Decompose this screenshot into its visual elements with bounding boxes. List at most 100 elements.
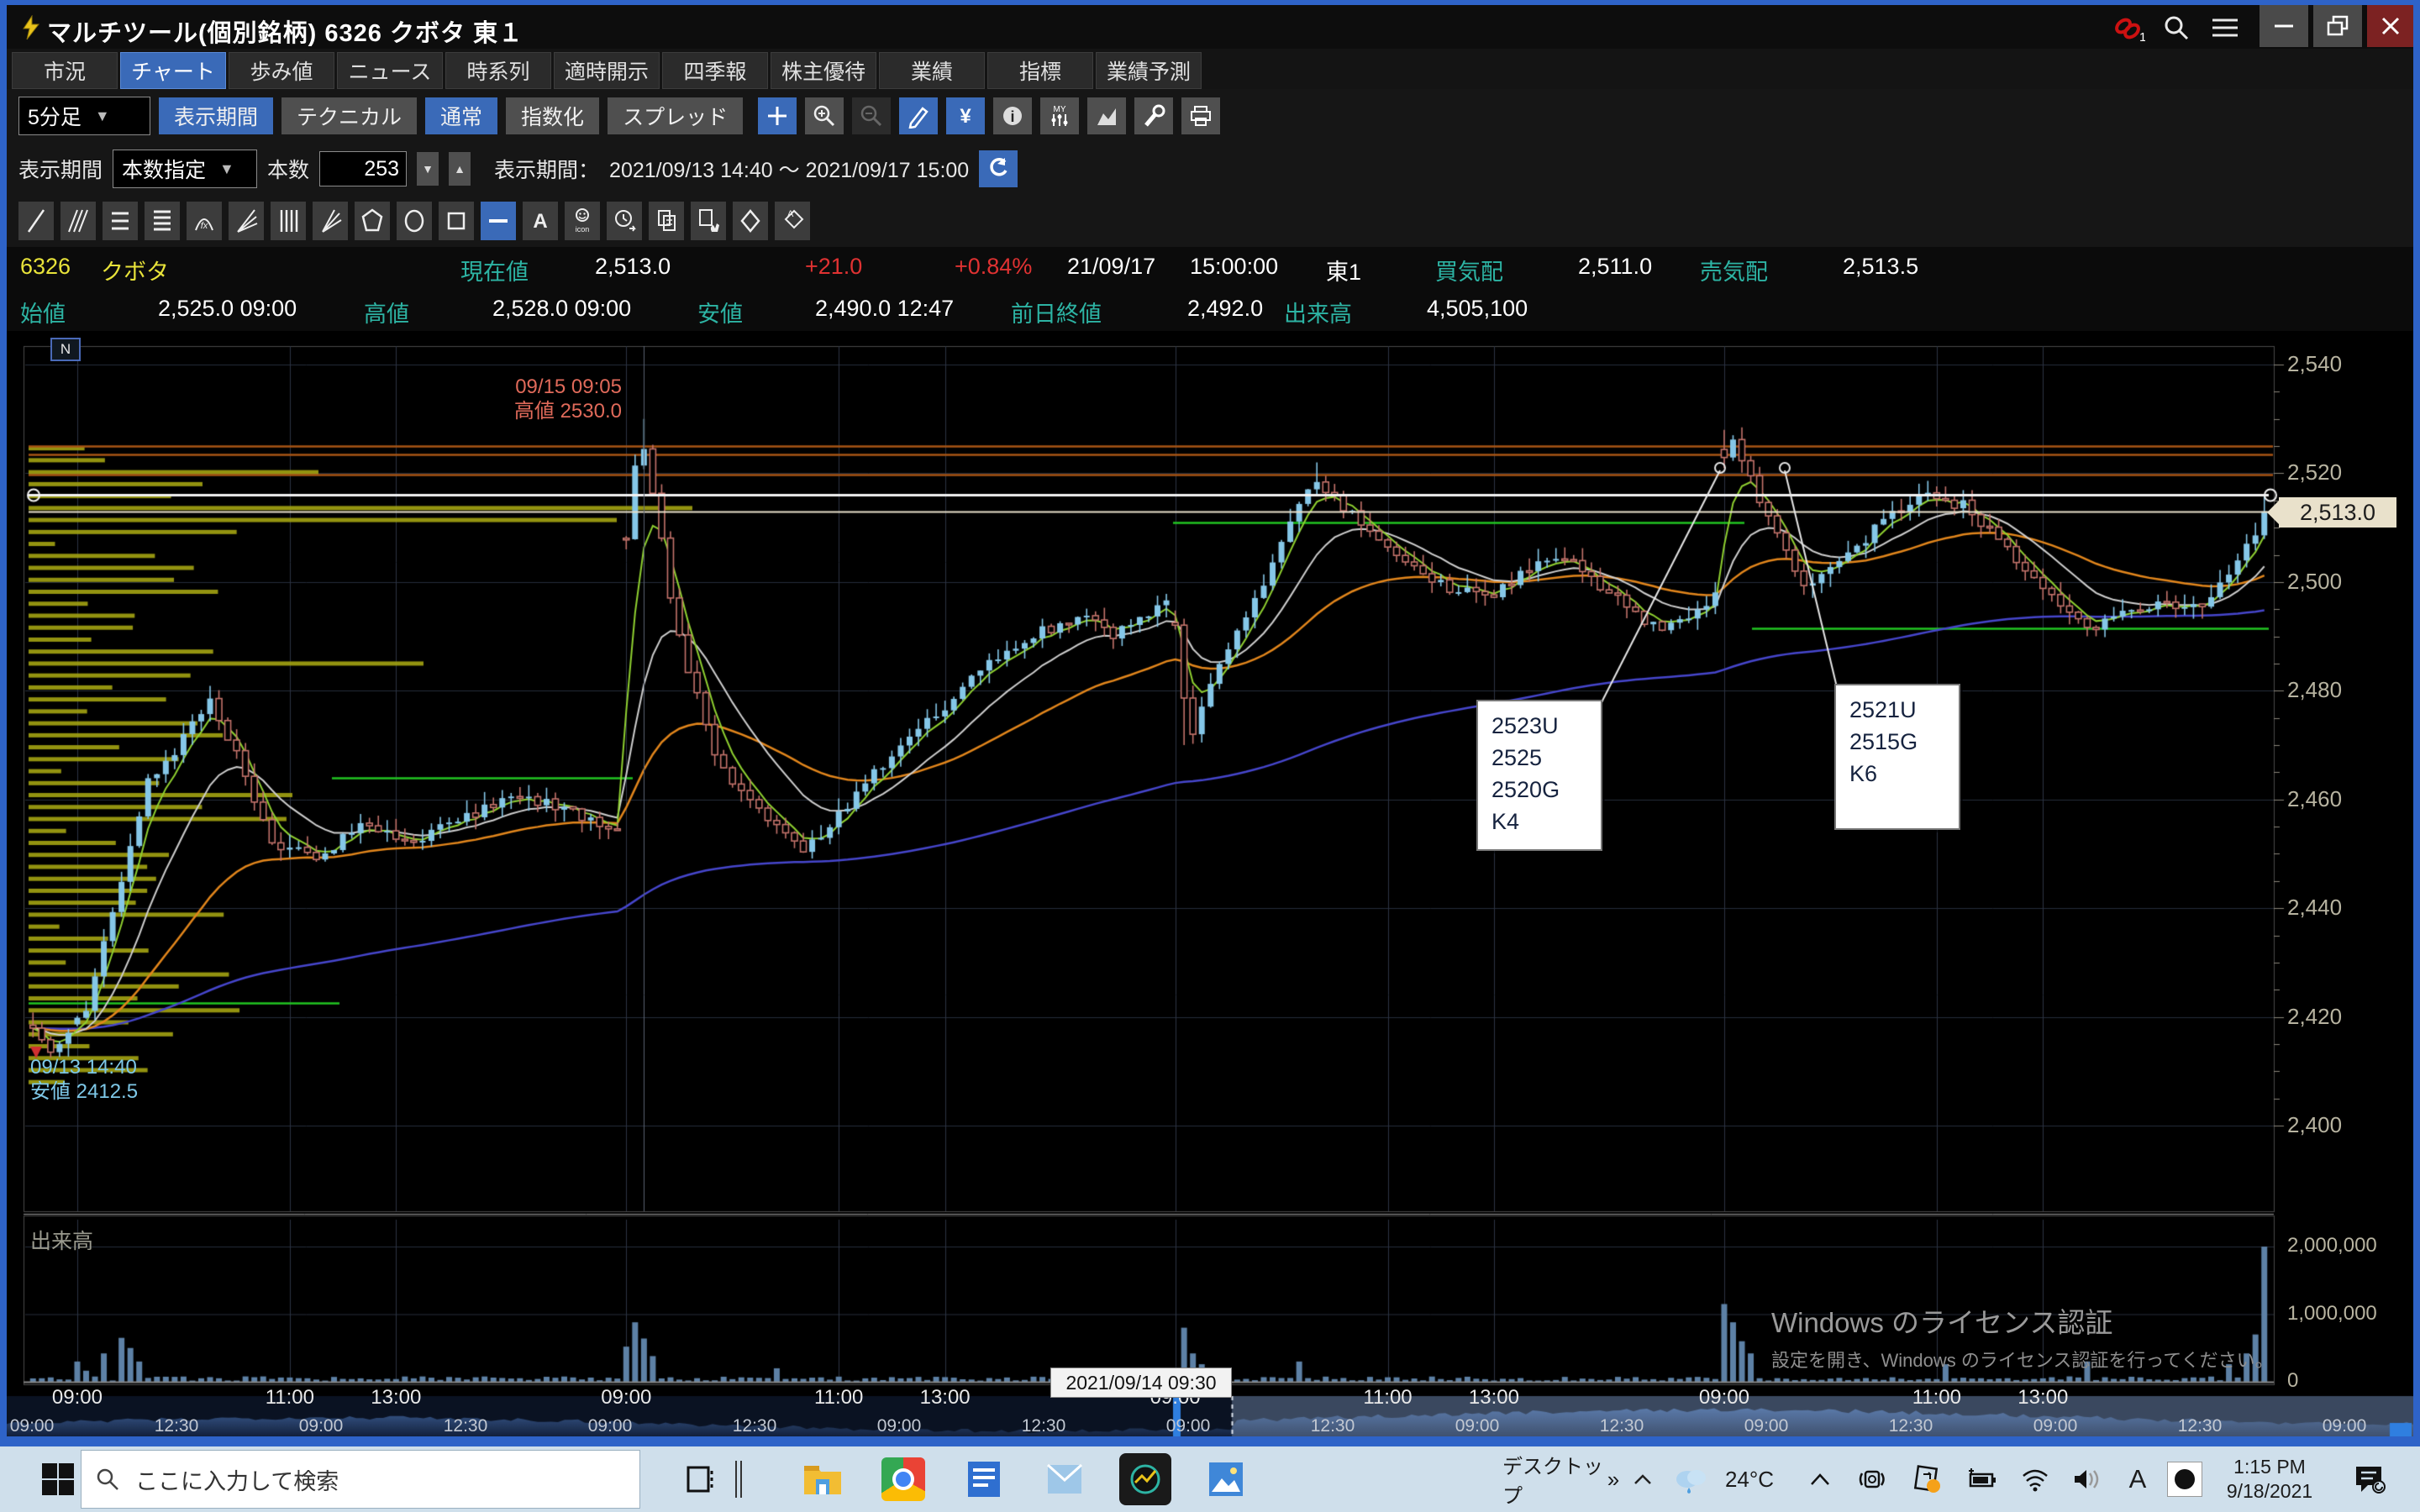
tab-7[interactable]: 株主優待 (771, 52, 876, 89)
chrome-icon[interactable] (881, 1457, 926, 1502)
area-chart-icon[interactable] (1087, 97, 1127, 134)
zoom-out-icon[interactable] (852, 97, 892, 134)
close-button[interactable] (2367, 5, 2413, 47)
trend-line-tool[interactable] (18, 202, 54, 240)
toolbar-button-4[interactable]: スプレッド (608, 97, 744, 134)
restore-button[interactable] (2313, 5, 2362, 47)
hatch-line-tool[interactable] (60, 202, 96, 240)
tab-3[interactable]: ニュース (337, 52, 443, 89)
range-label: 表示期間： (494, 159, 600, 182)
three-lines-tool[interactable] (103, 202, 138, 240)
stock-name: クボタ (101, 260, 169, 285)
task-view-button[interactable] (677, 1457, 723, 1502)
link-group-icon[interactable]: 1 (2112, 12, 2145, 44)
four-lines-tool[interactable] (145, 202, 180, 240)
time-marker-tool[interactable] (607, 202, 642, 240)
info-icon[interactable]: i (993, 97, 1033, 134)
weather-icon[interactable] (1669, 1446, 1712, 1512)
tray-ime-mode-a[interactable]: A (2128, 1464, 2147, 1494)
fibonacci-arc-tool[interactable]: fx (187, 202, 222, 240)
windows-start-button[interactable] (35, 1457, 81, 1502)
horizontal-line-tool[interactable] (481, 202, 516, 240)
range-value: 2021/09/13 14:40 ～ 2021/09/17 15:00 (609, 159, 970, 182)
toolbar-button-2[interactable]: 通常 (425, 97, 498, 134)
desktop-chevron-icon[interactable] (1628, 1446, 1657, 1512)
hand-page-tool[interactable] (691, 202, 726, 240)
icon-stamp-tool[interactable]: icon (565, 202, 600, 240)
text-tool[interactable]: A (523, 202, 558, 240)
toolbar-button-3[interactable]: 指数化 (506, 97, 600, 134)
document-app-icon[interactable] (961, 1457, 1007, 1502)
volume-value: 4,505,100 (1427, 296, 1528, 321)
change-percent: +0.84% (955, 254, 1033, 279)
tray-hidden-icons-chevron[interactable] (1803, 1446, 1837, 1512)
tab-9[interactable]: 指標 (987, 52, 1093, 89)
tray-battery-icon[interactable] (1963, 1446, 2000, 1512)
my-settings-icon[interactable]: MY (1040, 97, 1080, 134)
erase-all-tool[interactable]: A (775, 202, 810, 240)
reset-range-button[interactable] (979, 150, 1018, 187)
change-value: +21.0 (805, 254, 863, 279)
minimize-button[interactable] (2260, 5, 2308, 47)
tab-5[interactable]: 適時開示 (554, 52, 660, 89)
ellipse-tool[interactable] (397, 202, 432, 240)
tab-4[interactable]: 時系列 (445, 52, 551, 89)
menu-hamburger-icon[interactable] (2208, 12, 2242, 44)
window-frame-right[interactable] (2413, 0, 2420, 1441)
copy-pages-tool[interactable] (649, 202, 684, 240)
crosshair-plus-icon[interactable] (758, 97, 797, 134)
search-icon[interactable] (2160, 12, 2193, 44)
open-value: 2,525.0 09:00 (158, 296, 297, 321)
tray-speaker-icon[interactable] (2069, 1446, 2106, 1512)
ask-label: 売気配 (1700, 260, 1768, 285)
pencil-icon[interactable] (899, 97, 939, 134)
file-explorer-icon[interactable] (800, 1457, 845, 1502)
action-center-icon[interactable] (2348, 1446, 2391, 1512)
taskbar-search-input[interactable]: ここに入力して検索 (81, 1450, 640, 1509)
tab-10[interactable]: 業績予測 (1096, 52, 1202, 89)
svg-text:¥: ¥ (960, 105, 971, 128)
open-label: 始値 (20, 302, 66, 327)
tab-0[interactable]: 市況 (12, 52, 118, 89)
zoom-in-icon[interactable] (805, 97, 844, 134)
high-label: 高値 (364, 302, 409, 327)
rectangle-tool[interactable] (439, 202, 474, 240)
pentagon-tool[interactable] (355, 202, 390, 240)
tab-2[interactable]: 歩み値 (229, 52, 334, 89)
photos-app-icon[interactable] (1203, 1457, 1249, 1502)
print-icon[interactable] (1181, 97, 1221, 134)
title-bar[interactable]: マルチツール(個別銘柄) 6326 クボタ 東１ 1 (7, 5, 2413, 49)
prev-close-label: 前日終値 (1011, 302, 1102, 327)
toolbar-button-0[interactable]: 表示期間 (159, 97, 274, 134)
count-down-spinner[interactable]: ▼ (417, 152, 439, 186)
tray-overflow-chevron[interactable]: » (1607, 1466, 1620, 1492)
tray-camera-icon[interactable] (1855, 1446, 1892, 1512)
wrench-icon[interactable] (1134, 97, 1174, 134)
count-up-spinner[interactable]: ▲ (449, 152, 471, 186)
gann-fan-tool[interactable] (313, 202, 348, 240)
fan-lines-tool[interactable] (229, 202, 264, 240)
svg-text:A: A (533, 210, 547, 233)
taskbar-clock[interactable]: 1:15 PM 9/18/2021 (2215, 1446, 2324, 1512)
tab-8[interactable]: 業績 (879, 52, 985, 89)
svg-text:fx: fx (201, 221, 208, 231)
last-label: 現在値 (460, 260, 529, 285)
tab-1[interactable]: チャート (120, 52, 226, 89)
trading-app-icon-active[interactable] (1119, 1453, 1171, 1505)
vertical-lines-tool[interactable] (271, 202, 306, 240)
mail-app-icon[interactable] (1042, 1457, 1087, 1502)
tray-sync-icon[interactable] (1909, 1446, 1946, 1512)
tray-wifi-icon[interactable] (2017, 1446, 2054, 1512)
tab-6[interactable]: 四季報 (662, 52, 768, 89)
market-label: 東1 (1326, 260, 1362, 285)
yen-icon[interactable]: ¥ (946, 97, 986, 134)
eraser-tool[interactable] (733, 202, 768, 240)
desktop-toolbar-label[interactable]: デスクトップ (1502, 1456, 1603, 1508)
range-mode-select[interactable]: 本数指定 ▼ (113, 150, 258, 188)
timeframe-select[interactable]: 5分足 ▼ (18, 97, 150, 135)
window-frame-bottom (0, 1436, 2420, 1446)
tray-temperature[interactable]: 24°C (1724, 1466, 1775, 1492)
tray-ime-icon[interactable] (2165, 1446, 2205, 1512)
toolbar-button-1[interactable]: テクニカル (281, 97, 418, 134)
bar-count-input[interactable]: 253 (319, 151, 408, 186)
